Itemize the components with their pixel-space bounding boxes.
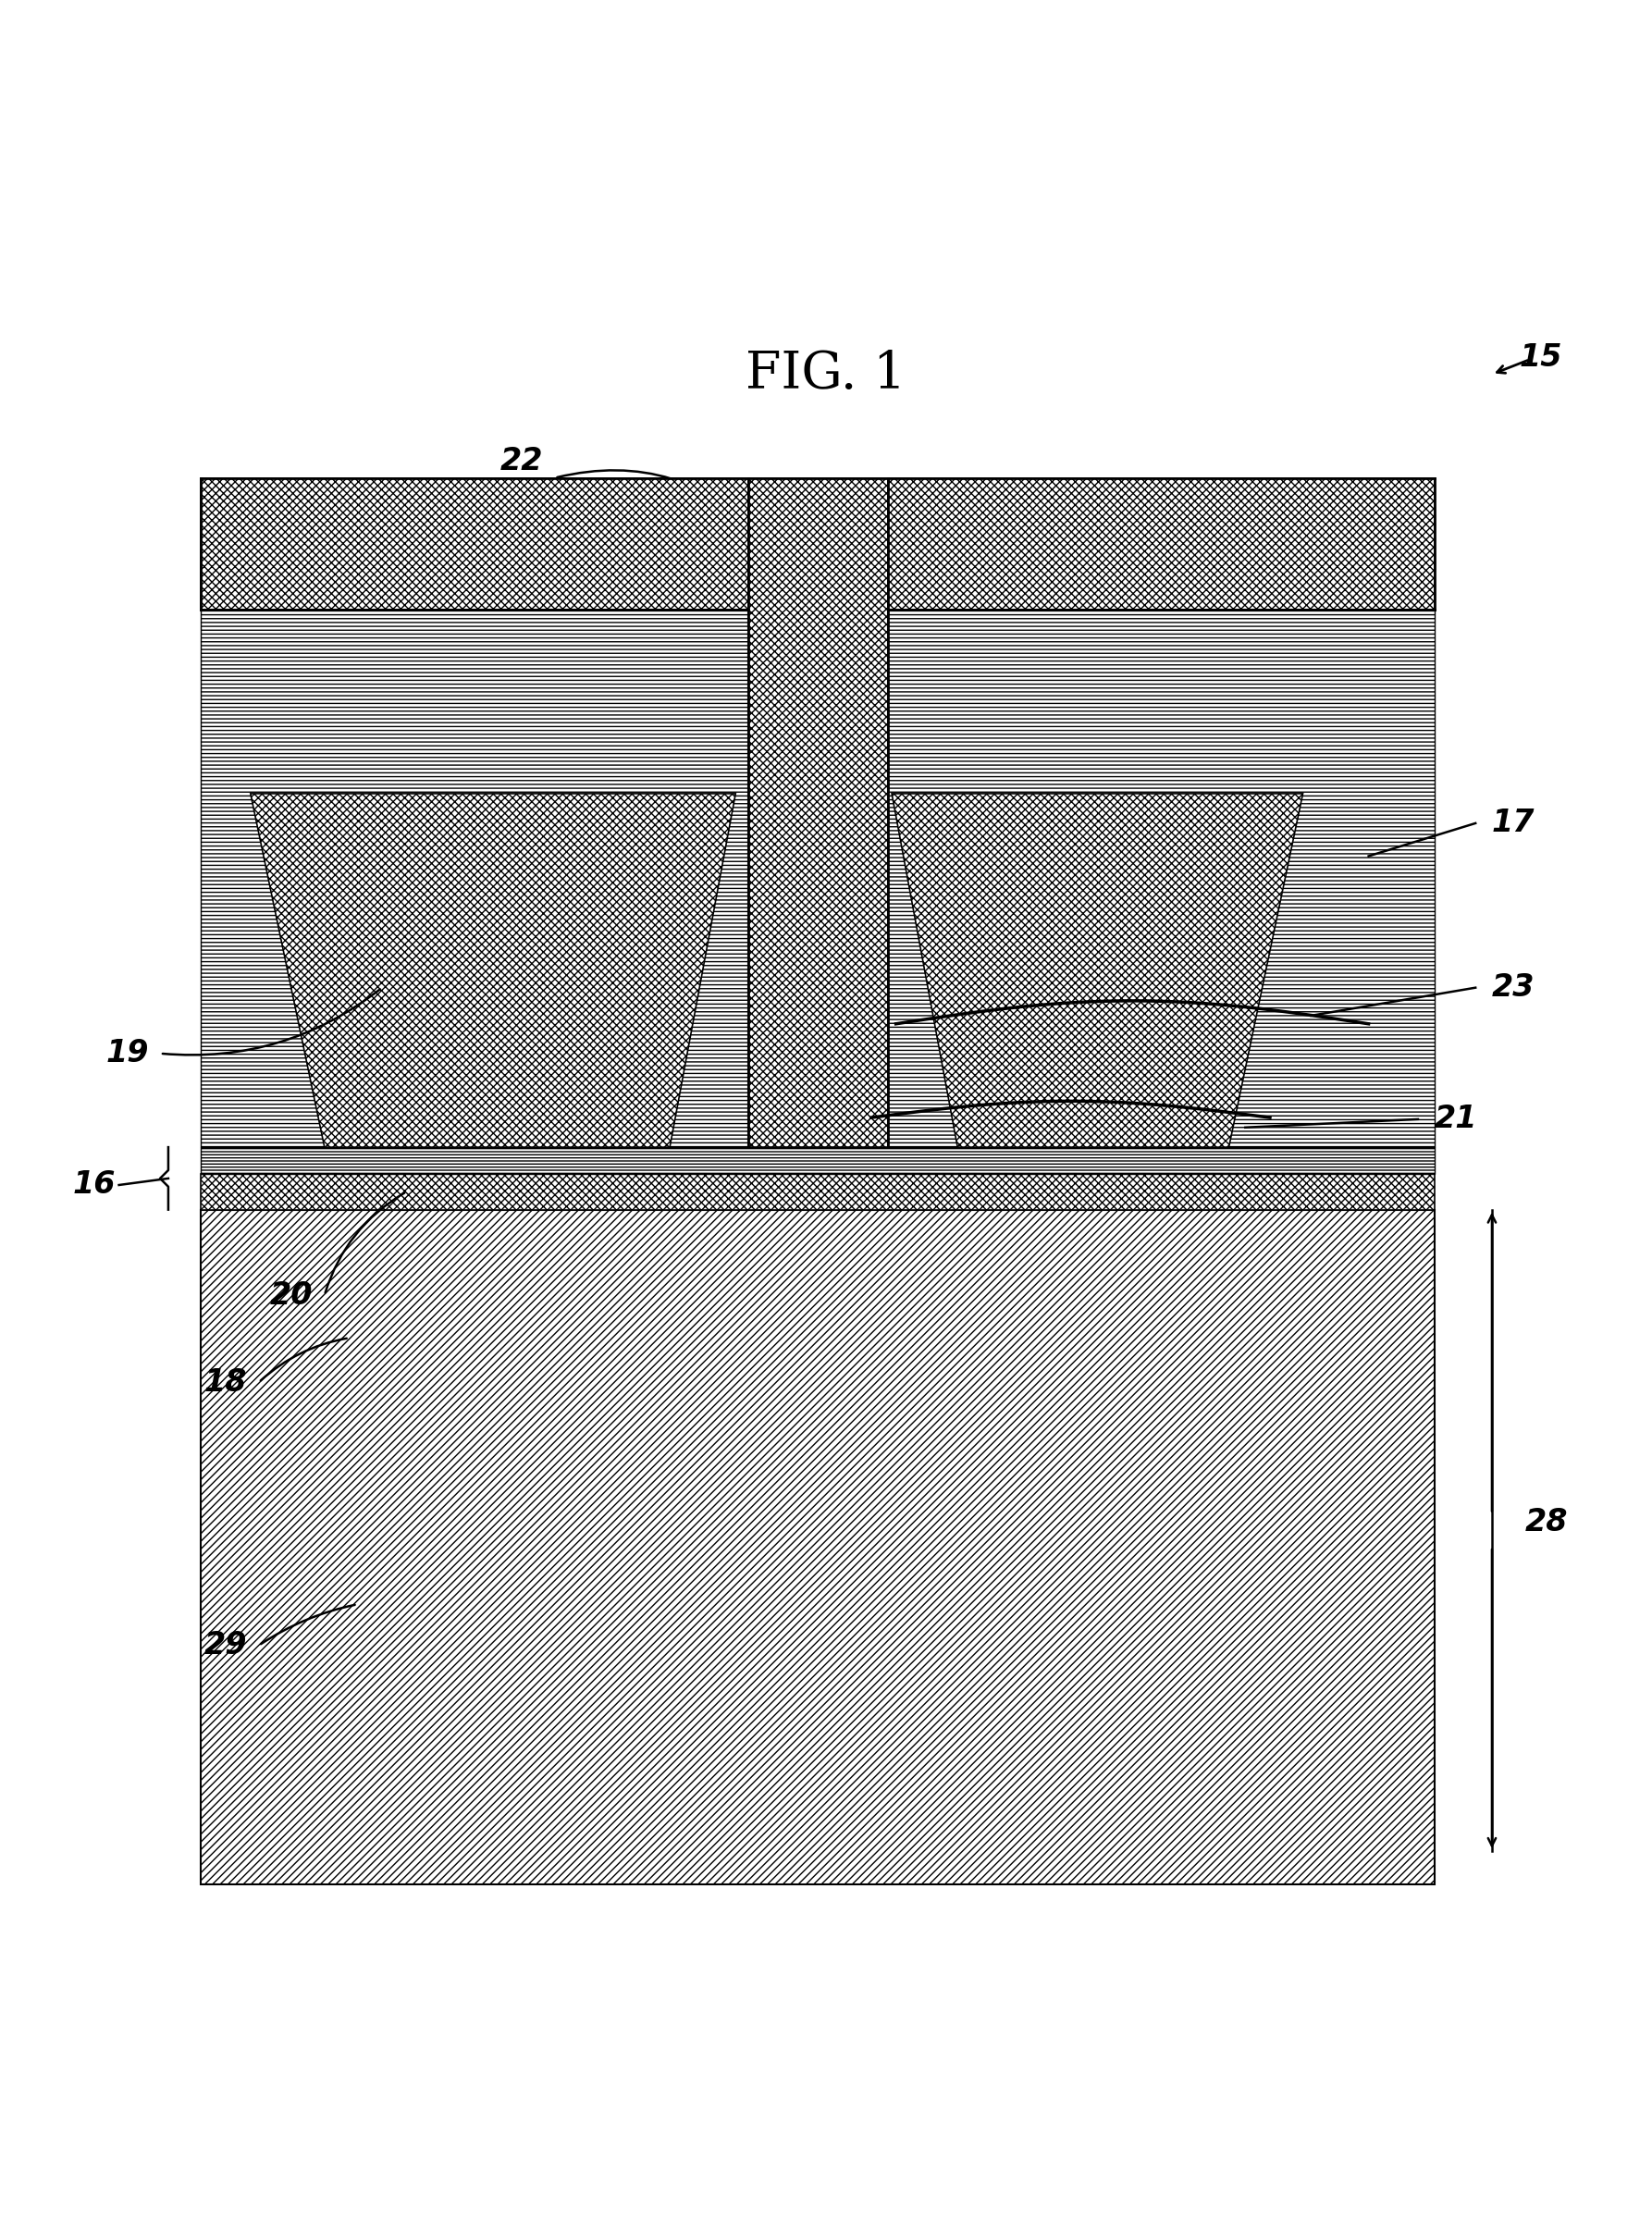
- Text: FIG. 1: FIG. 1: [745, 349, 907, 400]
- Text: 23: 23: [1492, 973, 1535, 1002]
- Text: 18: 18: [205, 1367, 248, 1398]
- Bar: [202, 478, 748, 609]
- Bar: [748, 478, 887, 1147]
- Text: 22: 22: [501, 447, 544, 478]
- Text: 16: 16: [73, 1169, 116, 1200]
- Text: 28: 28: [1525, 1507, 1568, 1538]
- Bar: [202, 1209, 1434, 1884]
- Text: 17: 17: [1492, 809, 1535, 838]
- Bar: [202, 609, 1434, 1147]
- Bar: [202, 1173, 1434, 1209]
- Polygon shape: [251, 793, 735, 1147]
- Text: 29: 29: [205, 1631, 248, 1660]
- Text: 20: 20: [269, 1280, 314, 1311]
- Text: 15: 15: [1520, 342, 1563, 373]
- Bar: [887, 478, 1434, 609]
- Bar: [202, 1147, 1434, 1173]
- Polygon shape: [892, 793, 1303, 1147]
- Text: 19: 19: [106, 1038, 149, 1069]
- Bar: [748, 609, 887, 1147]
- Text: 21: 21: [1434, 1104, 1477, 1135]
